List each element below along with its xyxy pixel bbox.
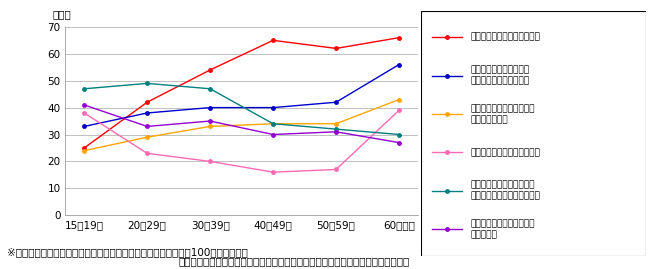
Text: その他（デパート、家電量
販店、海外等）: その他（デパート、家電量 販店、海外等） xyxy=(471,104,535,124)
Text: 公共施設（役所、図書館等）: 公共施設（役所、図書館等） xyxy=(471,148,541,157)
Text: 駅・空港及び新幹線等の
長距離列車内や航空機内: 駅・空港及び新幹線等の 長距離列車内や航空機内 xyxy=(471,66,530,86)
Text: 日常利用する交通機関内及
び自動设内: 日常利用する交通機関内及 び自動设内 xyxy=(471,219,535,239)
Text: 飲食店（喫茶店・ファース
トフード店・レストラン等）: 飲食店（喫茶店・ファース トフード店・レストラン等） xyxy=(471,180,541,201)
Text: 宿泊施設（ホテル、旅館等）: 宿泊施設（ホテル、旅館等） xyxy=(471,33,541,42)
Text: （％）: （％） xyxy=(53,9,71,19)
Text: ※　各年代における外出先でのインターネット利用者をそれぞれ100％として表示: ※ 各年代における外出先でのインターネット利用者をそれぞれ100％として表示 xyxy=(7,247,247,257)
Text: （出典）「ユビキタスネットワーク社会の国民生活に関する調査」（ウェブ調査）: （出典）「ユビキタスネットワーク社会の国民生活に関する調査」（ウェブ調査） xyxy=(178,256,409,266)
